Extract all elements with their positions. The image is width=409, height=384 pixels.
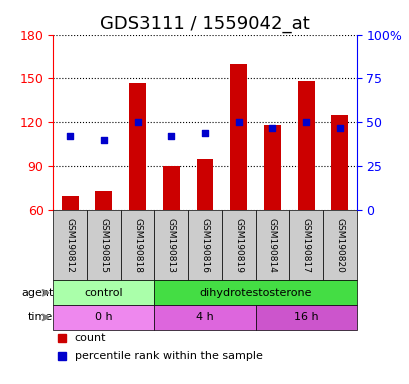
FancyBboxPatch shape [322, 210, 356, 280]
FancyBboxPatch shape [289, 210, 322, 280]
Point [302, 119, 309, 126]
Text: GSM190813: GSM190813 [166, 218, 175, 273]
Point [235, 119, 241, 126]
Bar [230, 64, 247, 210]
Bar [95, 191, 112, 210]
Text: 0 h: 0 h [95, 312, 112, 323]
FancyBboxPatch shape [87, 210, 120, 280]
FancyBboxPatch shape [255, 210, 289, 280]
FancyBboxPatch shape [120, 210, 154, 280]
FancyBboxPatch shape [188, 210, 221, 280]
Point [201, 130, 208, 136]
Text: 16 h: 16 h [293, 312, 318, 323]
Point [336, 124, 342, 131]
FancyBboxPatch shape [255, 305, 356, 330]
Text: GSM190814: GSM190814 [267, 218, 276, 273]
FancyBboxPatch shape [154, 280, 356, 305]
FancyBboxPatch shape [53, 210, 87, 280]
Point [134, 119, 141, 126]
Bar [196, 159, 213, 210]
Text: count: count [74, 333, 106, 343]
Text: GSM190820: GSM190820 [335, 218, 344, 273]
Text: GSM190817: GSM190817 [301, 218, 310, 273]
Point [67, 133, 73, 139]
Bar [297, 81, 314, 210]
Bar [263, 125, 280, 210]
Text: GSM190815: GSM190815 [99, 218, 108, 273]
Text: GDS3111 / 1559042_at: GDS3111 / 1559042_at [100, 15, 309, 33]
FancyBboxPatch shape [53, 280, 154, 305]
Bar [330, 115, 347, 210]
Text: control: control [84, 288, 123, 298]
Bar [162, 166, 179, 210]
Text: GSM190816: GSM190816 [200, 218, 209, 273]
FancyBboxPatch shape [221, 210, 255, 280]
Text: time: time [28, 312, 53, 323]
Text: dihydrotestosterone: dihydrotestosterone [199, 288, 311, 298]
Text: 4 h: 4 h [196, 312, 213, 323]
Text: GSM190819: GSM190819 [234, 218, 243, 273]
FancyBboxPatch shape [53, 305, 154, 330]
Text: GSM190818: GSM190818 [133, 218, 142, 273]
Text: percentile rank within the sample: percentile rank within the sample [74, 351, 262, 361]
Text: GSM190812: GSM190812 [65, 218, 74, 273]
Point [168, 133, 174, 139]
Bar [129, 83, 146, 210]
Text: agent: agent [21, 288, 53, 298]
Point [100, 137, 107, 143]
FancyBboxPatch shape [154, 305, 255, 330]
Bar [62, 195, 79, 210]
FancyBboxPatch shape [154, 210, 188, 280]
Point [268, 124, 275, 131]
